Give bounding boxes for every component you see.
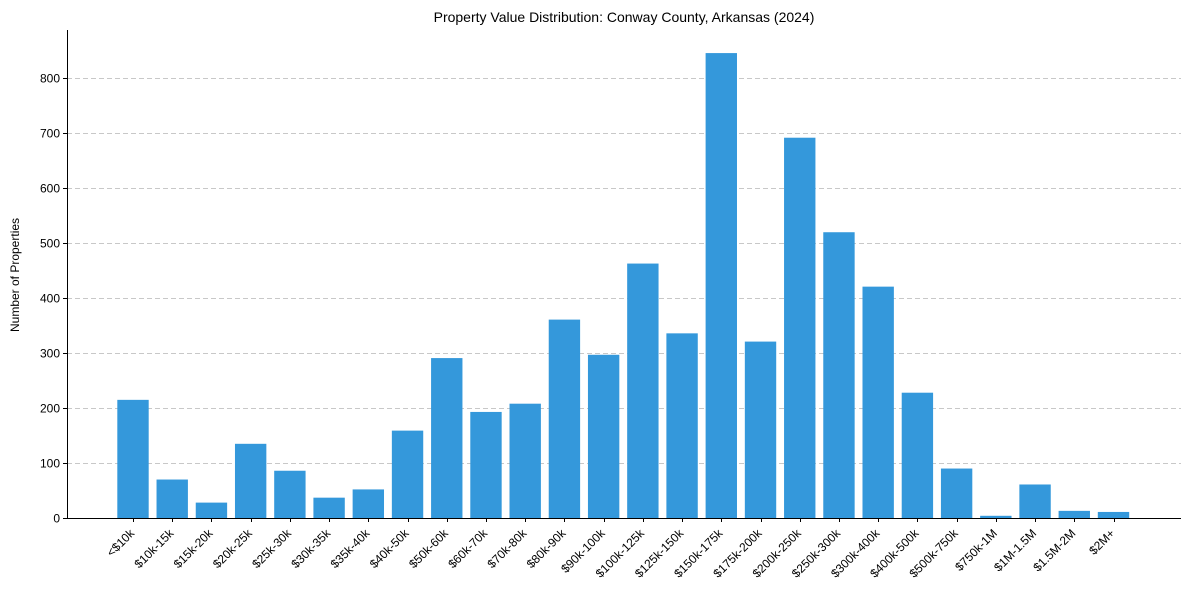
bar-5 (313, 497, 345, 518)
bar-20 (901, 392, 934, 518)
x-tick-label: $60k-70k (445, 526, 491, 572)
bar-3 (234, 443, 267, 518)
y-tick-label: 500 (40, 237, 60, 251)
bar-7 (391, 430, 424, 518)
y-tick-label: 800 (40, 72, 60, 86)
chart-title: Property Value Distribution: Conway Coun… (434, 9, 815, 25)
bar-16 (744, 341, 777, 518)
bar-2 (195, 502, 228, 518)
bar-4 (274, 470, 306, 518)
y-tick-label: 0 (53, 512, 60, 526)
y-tick-label: 600 (40, 182, 60, 196)
bar-23 (1019, 484, 1051, 518)
bar-13 (627, 263, 659, 518)
bar-6 (352, 489, 385, 518)
x-tick-label: $20k-25k (210, 526, 256, 572)
axes (67, 30, 1181, 519)
bar-19 (862, 286, 894, 518)
bar-1 (156, 479, 188, 518)
y-tick-label: 700 (40, 127, 60, 141)
x-tick-label: $50k-60k (406, 526, 452, 572)
bar-17 (784, 137, 816, 518)
y-tick-label: 400 (40, 292, 60, 306)
x-tick-label: $30k-35k (288, 526, 334, 572)
x-tick-label: $40k-50k (367, 526, 413, 572)
x-tick-label: $10k-15k (132, 526, 178, 572)
x-tick-label: $1.5M-2M (1030, 526, 1078, 574)
gridlines (67, 78, 1181, 464)
bar-8 (431, 358, 463, 518)
bar-14 (666, 333, 698, 518)
bar-21 (940, 468, 973, 518)
bar-25 (1097, 511, 1130, 518)
x-tick-label: $2M+ (1086, 526, 1117, 557)
bars (117, 53, 1130, 519)
bar-12 (587, 354, 620, 518)
bar-0 (117, 399, 149, 518)
y-ticks: 0 100 200 300 400 500 600 700 800 (40, 72, 67, 526)
x-tick-label: $25k-30k (249, 526, 295, 572)
bar-9 (470, 411, 502, 518)
bar-24 (1058, 510, 1090, 518)
x-tick-label: $35k-40k (328, 526, 374, 572)
bar-10 (509, 403, 541, 518)
bar-18 (823, 232, 855, 519)
bar-15 (705, 53, 737, 518)
y-tick-label: 300 (40, 347, 60, 361)
y-tick-label: 100 (40, 457, 60, 471)
bar-22 (980, 515, 1012, 518)
x-tick-label: $70k-80k (485, 526, 531, 572)
y-axis-label: Number of Properties (8, 218, 22, 332)
y-tick-label: 200 (40, 402, 60, 416)
x-tick-label: $15k-20k (171, 526, 217, 572)
x-tick-label: <$10k (104, 526, 138, 560)
bar-11 (548, 319, 581, 518)
x-ticks: <$10k$10k-15k$15k-20k$20k-25k$25k-30k$30… (104, 518, 1118, 580)
